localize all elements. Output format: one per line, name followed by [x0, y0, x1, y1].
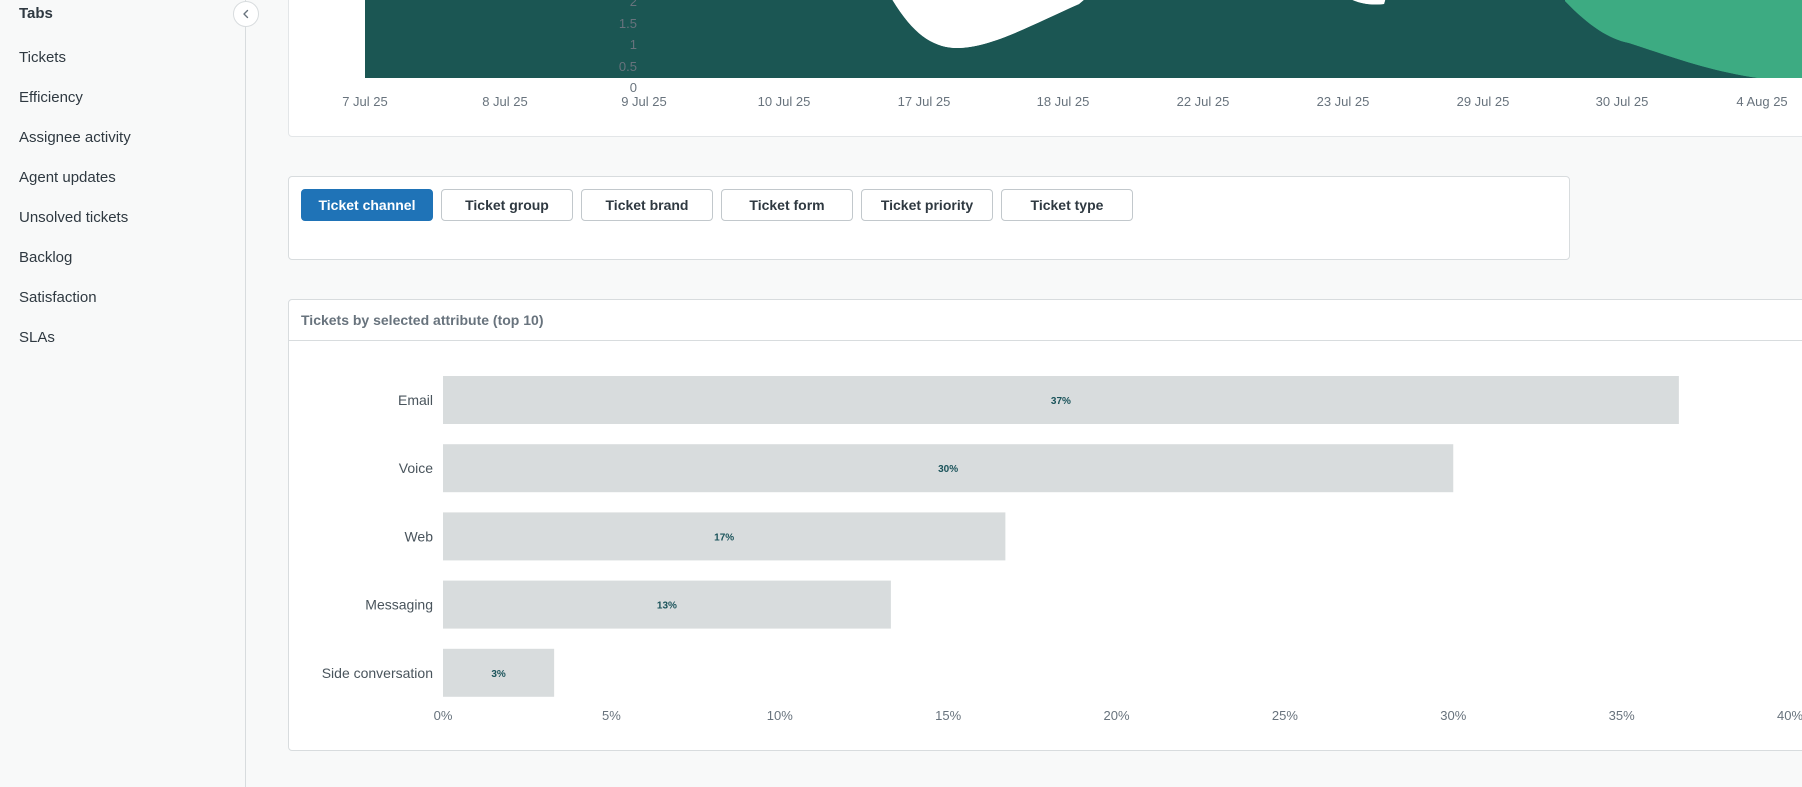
- bar-voice[interactable]: [443, 444, 1454, 493]
- area-chart: 2 1.5 1 0.5 0 7 Jul 25 8 Jul 25 9 Jul 25…: [342, 0, 1802, 109]
- sidebar-item-assignee-activity[interactable]: Assignee activity: [19, 129, 131, 146]
- x-tick-label: 18 Jul 25: [1037, 94, 1090, 109]
- bar-web[interactable]: [443, 512, 1006, 561]
- sidebar-item-agent-updates[interactable]: Agent updates: [19, 169, 116, 186]
- sidebar-title: Tabs: [19, 5, 53, 22]
- x-tick-label: 4 Aug 25: [1736, 94, 1787, 109]
- bar-email[interactable]: [443, 376, 1679, 424]
- area-series-light-right: [1565, 0, 1802, 78]
- ticket-priority-button[interactable]: Ticket priority: [861, 189, 993, 221]
- bar-value-label: 3%: [491, 669, 506, 680]
- bar-value-label: 30%: [938, 464, 958, 475]
- y-tick-label: 0: [630, 80, 637, 95]
- bar-chart: Email 37% Voice 30% Web 17% Messaging 13% Side c…: [322, 376, 1802, 723]
- x-tick-label: 7 Jul 25: [342, 94, 388, 109]
- sidebar-item-unsolved-tickets[interactable]: Unsolved tickets: [19, 209, 129, 226]
- category-label: Side conversation: [322, 665, 433, 681]
- bar-value-label: 37%: [1051, 396, 1071, 407]
- ticket-type-button[interactable]: Ticket type: [1001, 189, 1133, 221]
- category-label: Email: [398, 392, 433, 408]
- sidebar-item-efficiency[interactable]: Efficiency: [19, 89, 83, 106]
- x-tick-label: 23 Jul 25: [1317, 94, 1370, 109]
- x-tick-label: 25%: [1272, 708, 1298, 723]
- chevron-left-icon: [243, 9, 249, 19]
- x-tick-label: 29 Jul 25: [1457, 94, 1510, 109]
- attribute-button-group: Ticket channel Ticket group Ticket brand…: [301, 189, 1133, 221]
- x-tick-label: 10%: [767, 708, 793, 723]
- sidebar: Tabs Tickets Efficiency Assignee activit…: [0, 0, 246, 787]
- bar-chart-card: Tickets by selected attribute (top 10) E…: [288, 299, 1802, 751]
- ticket-form-button[interactable]: Ticket form: [721, 189, 853, 221]
- x-tick-label: 20%: [1103, 708, 1129, 723]
- bar-messaging[interactable]: [443, 580, 891, 629]
- area-gap-white: [892, 0, 1084, 49]
- ticket-group-button[interactable]: Ticket group: [441, 189, 573, 221]
- attribute-filter-card: Ticket channel Ticket group Ticket brand…: [288, 176, 1570, 260]
- x-tick-label: 30%: [1440, 708, 1466, 723]
- area-x-axis: 7 Jul 25 8 Jul 25 9 Jul 25 10 Jul 25 17 …: [342, 94, 1787, 109]
- ticket-channel-button[interactable]: Ticket channel: [301, 189, 433, 221]
- category-label: Messaging: [365, 597, 433, 613]
- area-chart-card: 2 1.5 1 0.5 0 7 Jul 25 8 Jul 25 9 Jul 25…: [288, 0, 1802, 137]
- x-tick-label: 35%: [1609, 708, 1635, 723]
- bar-value-label: 17%: [714, 532, 734, 543]
- y-tick-label: 0.5: [619, 59, 637, 74]
- sidebar-item-tickets[interactable]: Tickets: [19, 49, 66, 66]
- category-label: Voice: [399, 460, 433, 476]
- y-tick-label: 2: [630, 0, 637, 9]
- x-tick-label: 0%: [434, 708, 453, 723]
- x-tick-label: 22 Jul 25: [1177, 94, 1230, 109]
- y-tick-label: 1.5: [619, 16, 637, 31]
- category-label: Web: [404, 528, 433, 544]
- collapse-sidebar-button[interactable]: [233, 1, 259, 27]
- x-tick-label: 40%: [1777, 708, 1802, 723]
- x-tick-label: 8 Jul 25: [482, 94, 528, 109]
- bar-value-label: 13%: [657, 601, 677, 612]
- area-gap-white-2: [1352, 0, 1386, 5]
- bar-side-conversation[interactable]: [443, 648, 555, 697]
- x-tick-label: 5%: [602, 708, 621, 723]
- x-tick-label: 17 Jul 25: [898, 94, 951, 109]
- x-tick-label: 30 Jul 25: [1596, 94, 1649, 109]
- area-series-dark: [365, 0, 1758, 78]
- bar-chart-title: Tickets by selected attribute (top 10): [289, 300, 1802, 341]
- sidebar-item-slas[interactable]: SLAs: [19, 329, 55, 346]
- area-y-axis: 2 1.5 1 0.5 0: [619, 0, 637, 95]
- sidebar-item-backlog[interactable]: Backlog: [19, 249, 73, 266]
- x-tick-label: 10 Jul 25: [758, 94, 811, 109]
- sidebar-nav: Tickets Efficiency Assignee activity Age…: [0, 38, 245, 358]
- x-tick-label: 15%: [935, 708, 961, 723]
- y-tick-label: 1: [630, 37, 637, 52]
- ticket-brand-button[interactable]: Ticket brand: [581, 189, 713, 221]
- x-tick-label: 9 Jul 25: [621, 94, 667, 109]
- sidebar-item-satisfaction[interactable]: Satisfaction: [19, 289, 97, 306]
